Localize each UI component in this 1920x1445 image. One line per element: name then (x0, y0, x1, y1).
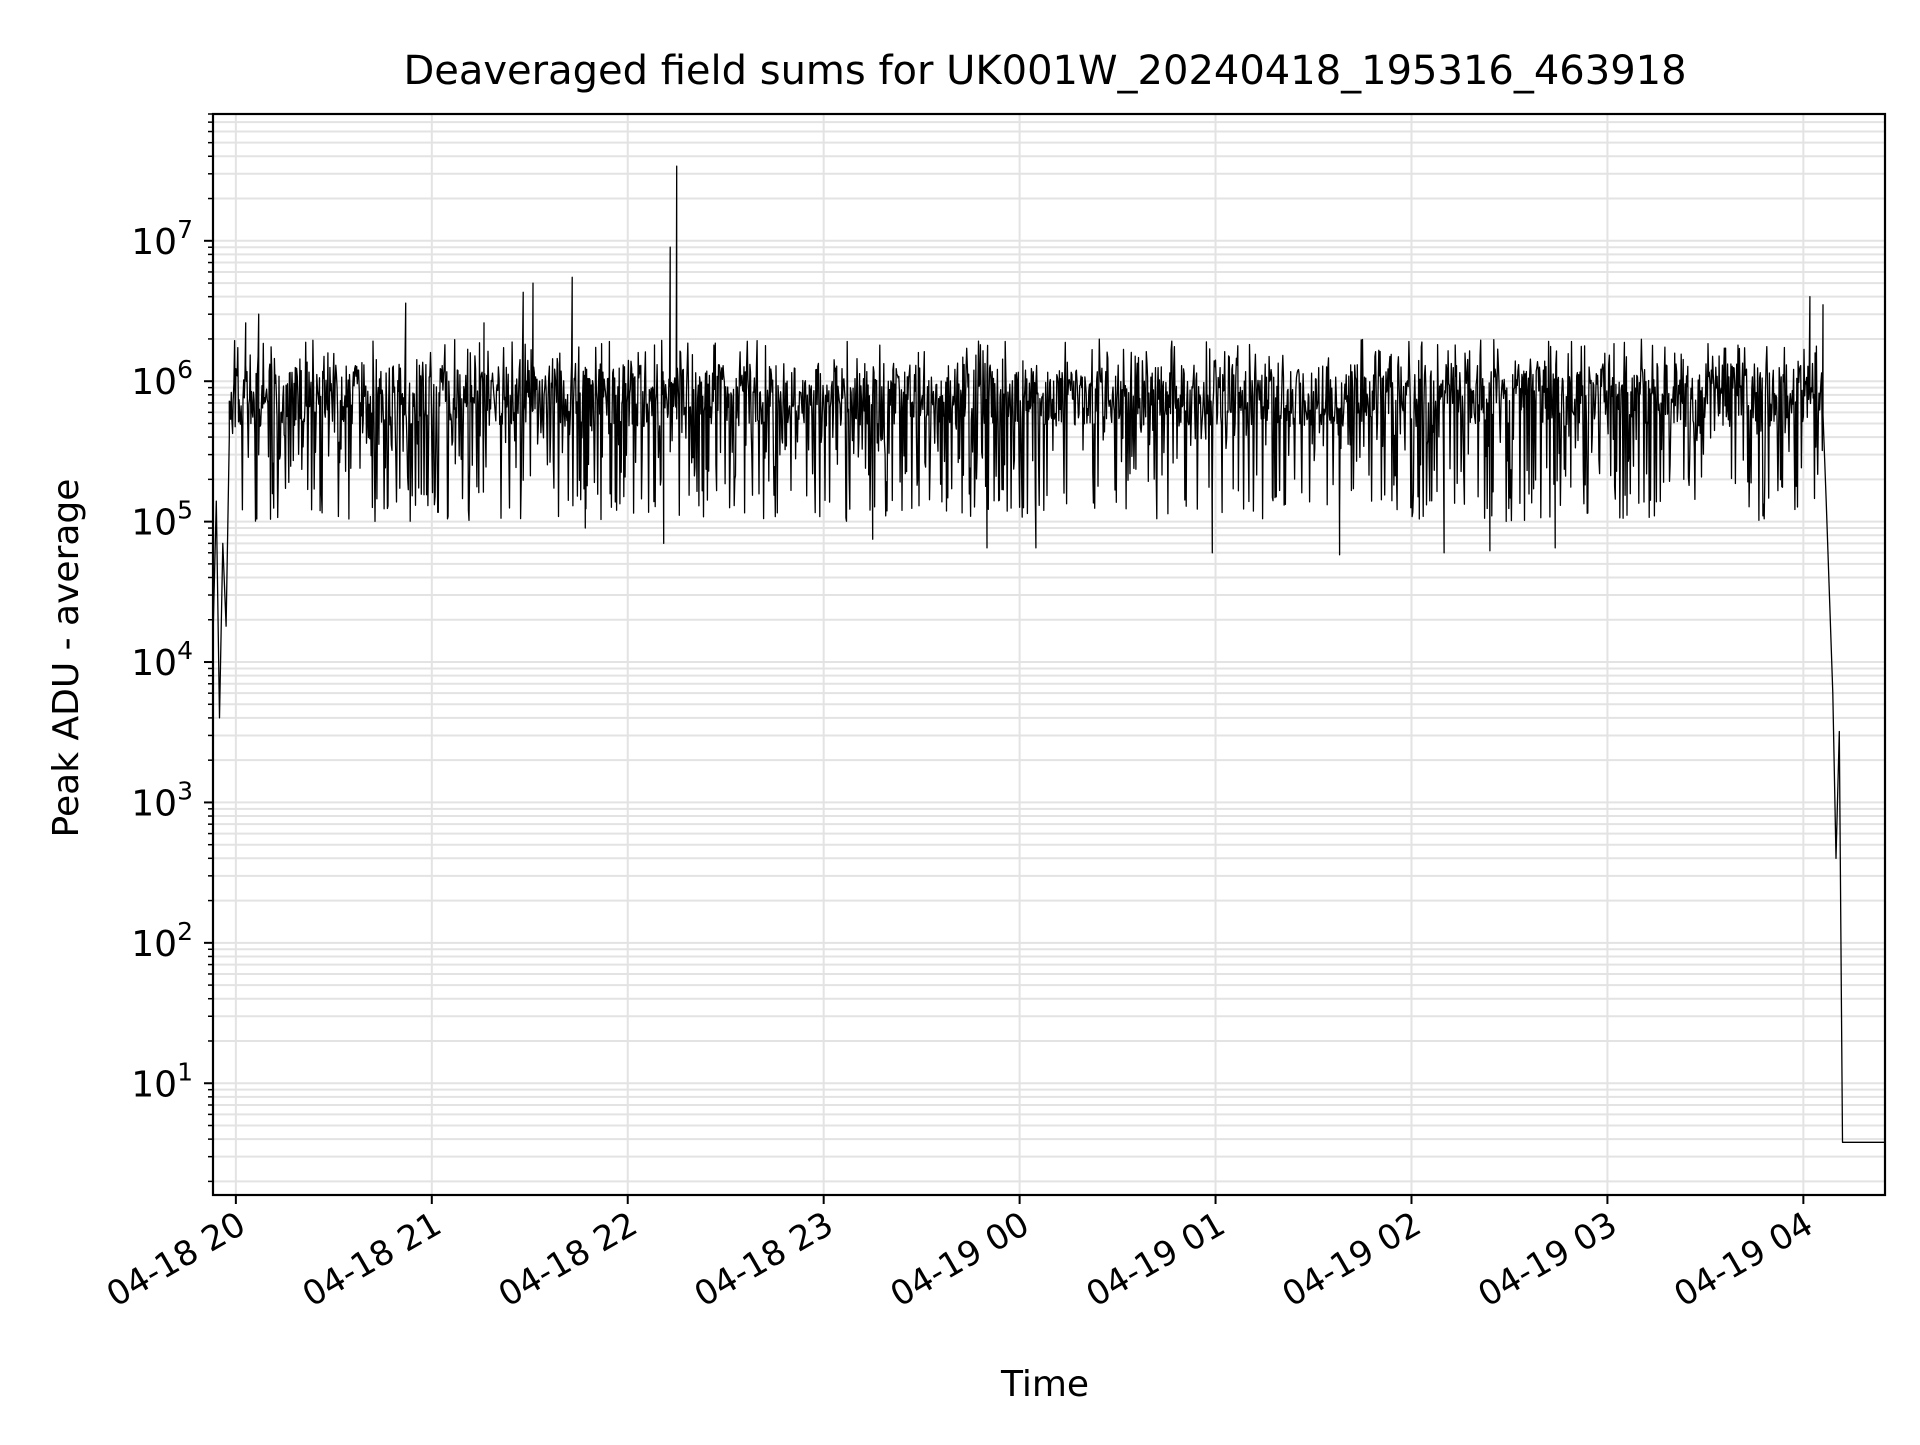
x-axis-label: Time (1000, 1364, 1089, 1405)
y-tick-label: 106 (131, 355, 193, 403)
chart-title: Deaveraged field sums for UK001W_2024041… (403, 48, 1686, 94)
y-axis-label: Peak ADU - average (46, 479, 87, 838)
y-tick-label: 102 (131, 917, 193, 965)
y-tick-label: 103 (131, 776, 193, 824)
grid-layer (213, 113, 1885, 1195)
plot-frame (211, 112, 1887, 1197)
y-tick-label: 101 (131, 1057, 193, 1105)
y-tick-label: 104 (131, 636, 193, 684)
series-line (212, 165, 1885, 1143)
line-layer (212, 165, 1885, 1143)
y-tick-label: 107 (131, 215, 193, 263)
y-tick-label: 105 (131, 496, 193, 544)
